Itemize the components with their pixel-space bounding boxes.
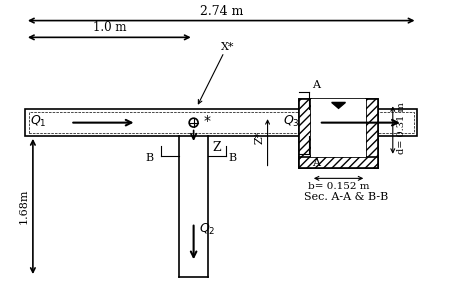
Text: Sec. A-A & B-B: Sec. A-A & B-B [304, 192, 389, 202]
Bar [299, 99, 311, 168]
Text: A: A [312, 80, 320, 90]
Text: A: A [312, 158, 320, 168]
Polygon shape [311, 99, 366, 157]
Text: Z: Z [212, 141, 221, 154]
Text: d= 0.31 m: d= 0.31 m [397, 102, 406, 154]
Text: B: B [228, 153, 236, 163]
Text: *: * [204, 114, 211, 128]
Text: 1.0 m: 1.0 m [92, 22, 126, 35]
Text: B: B [145, 153, 153, 163]
Text: $Q_1$: $Q_1$ [29, 114, 46, 129]
Text: b= 0.152 m: b= 0.152 m [308, 182, 369, 191]
Polygon shape [299, 99, 378, 168]
Text: 2.74 m: 2.74 m [200, 5, 243, 18]
Text: $Q_3$: $Q_3$ [283, 114, 300, 129]
Text: $Q_2$: $Q_2$ [199, 222, 215, 237]
Text: X*: X* [221, 42, 235, 52]
Polygon shape [332, 102, 346, 108]
Bar [366, 99, 378, 168]
Bar [299, 157, 378, 168]
Text: Z*: Z* [255, 131, 264, 144]
Text: 1.68m: 1.68m [19, 189, 29, 224]
